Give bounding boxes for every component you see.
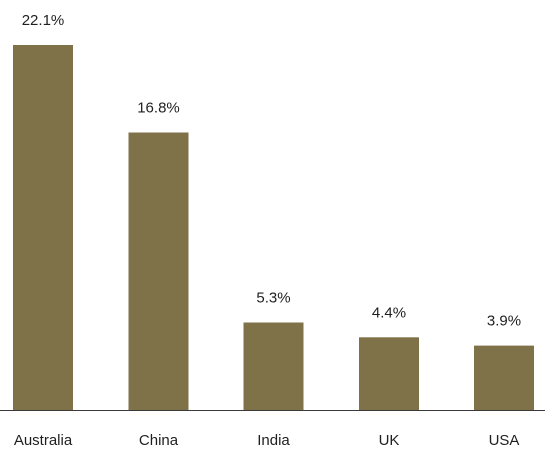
category-label-australia: Australia (14, 432, 73, 449)
bar-usa (474, 345, 534, 410)
value-label-china: 16.8% (137, 100, 180, 117)
bar-china (128, 132, 189, 410)
bar-australia (13, 45, 73, 410)
category-label-india: India (257, 432, 290, 449)
category-label-uk: UK (379, 432, 400, 449)
category-label-china: China (139, 432, 179, 449)
bar-india (243, 322, 304, 410)
bars-group (13, 45, 534, 410)
value-labels-group: 22.1% 16.8% 5.3% 4.4% 3.9% (22, 12, 521, 330)
bar-uk (359, 337, 419, 410)
value-label-india: 5.3% (256, 290, 290, 307)
value-label-usa: 3.9% (487, 313, 521, 330)
category-labels-group: Australia China India UK USA (14, 432, 520, 449)
value-label-australia: 22.1% (22, 12, 65, 29)
category-label-usa: USA (489, 432, 520, 449)
value-label-uk: 4.4% (372, 304, 406, 321)
